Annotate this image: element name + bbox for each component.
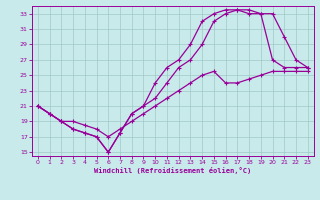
X-axis label: Windchill (Refroidissement éolien,°C): Windchill (Refroidissement éolien,°C) bbox=[94, 167, 252, 174]
